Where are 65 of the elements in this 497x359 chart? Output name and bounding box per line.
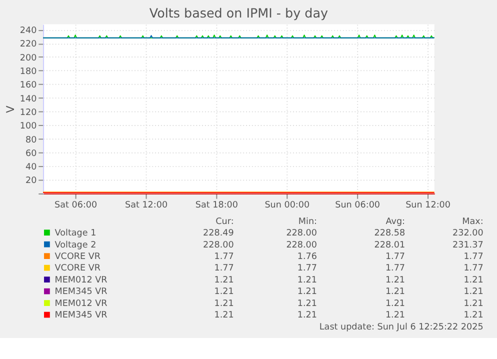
text: 228.00: [286, 228, 318, 239]
text: 228.00: [203, 240, 234, 250]
text: 1.21: [214, 275, 234, 286]
text: 231.37: [452, 240, 484, 250]
legend-label: VCORE VR: [54, 252, 100, 262]
text: 1.21: [464, 298, 484, 309]
text: 1.21: [214, 310, 234, 321]
chart-title: Volts based on IPMI - by day: [149, 5, 329, 20]
y-tick-label: 140: [20, 94, 38, 104]
text: 228.01: [374, 240, 406, 250]
y-tick-label: 100: [20, 122, 38, 132]
text: Cur:: [216, 216, 234, 227]
text: 1.21: [385, 287, 406, 298]
y-tick-label: 20: [25, 176, 38, 186]
text: 1.21: [464, 287, 484, 298]
legend-label: MEM012 VR: [54, 298, 108, 309]
y-tick-label: 160: [20, 80, 38, 91]
legend-label: MEM012 VR: [54, 275, 108, 286]
text: 1.21: [464, 275, 484, 286]
text: 1.21: [385, 298, 406, 309]
text: 1.21: [464, 310, 484, 321]
text: 1.21: [214, 287, 234, 298]
text: 1.77: [297, 264, 317, 274]
text: 1.76: [297, 252, 318, 262]
text: 1.77: [464, 252, 484, 262]
text: 1.21: [385, 310, 406, 321]
x-tick-label: Sat 18:00: [195, 200, 238, 211]
text: Max:: [462, 216, 484, 227]
x-tick-label: Sat 12:00: [124, 200, 168, 211]
x-tick-label: Sun 00:00: [264, 200, 310, 211]
legend-label: MEM345 VR: [54, 287, 108, 298]
text: Min:: [298, 216, 317, 227]
text: 1.77: [385, 252, 406, 262]
y-tick-label: 60: [25, 148, 38, 159]
legend-label: Voltage 2: [54, 240, 96, 250]
text: 1.21: [297, 310, 317, 321]
y-tick-label: 40: [25, 162, 38, 173]
text: 1.77: [214, 264, 234, 274]
text: 1.77: [385, 264, 406, 274]
text: 1.21: [297, 298, 317, 309]
text: 1.77: [464, 264, 484, 274]
legend-label: Voltage 1: [54, 228, 96, 239]
text: 1.21: [297, 287, 317, 298]
text: 1.21: [214, 298, 234, 309]
x-tick-label: Sun 12:00: [406, 200, 451, 211]
x-tick-label: Sat 06:00: [54, 200, 98, 211]
text: Avg:: [386, 216, 406, 227]
x-tick-label: Sun 06:00: [335, 200, 380, 211]
text: 232.00: [452, 228, 484, 239]
legend-label: MEM345 VR: [54, 310, 108, 321]
text: 1.21: [297, 275, 317, 286]
y-tick-label: 80: [25, 135, 38, 146]
y-tick-label: 120: [20, 108, 38, 118]
y-tick-label: 200: [20, 53, 38, 64]
text: 228.00: [286, 240, 318, 250]
legend-label: VCORE VR: [54, 264, 100, 274]
text: Last update: Sun Jul 6 12:25:22 2025: [319, 322, 484, 332]
y-tick-label: 240: [20, 26, 38, 36]
y-tick-label: 220: [20, 40, 38, 50]
text: 1.77: [214, 252, 234, 262]
y-axis-title: V: [4, 105, 18, 113]
text: 228.49: [203, 228, 234, 239]
y-tick-label: 180: [20, 67, 38, 78]
text: 1.21: [385, 275, 406, 286]
text: 228.58: [374, 228, 406, 239]
